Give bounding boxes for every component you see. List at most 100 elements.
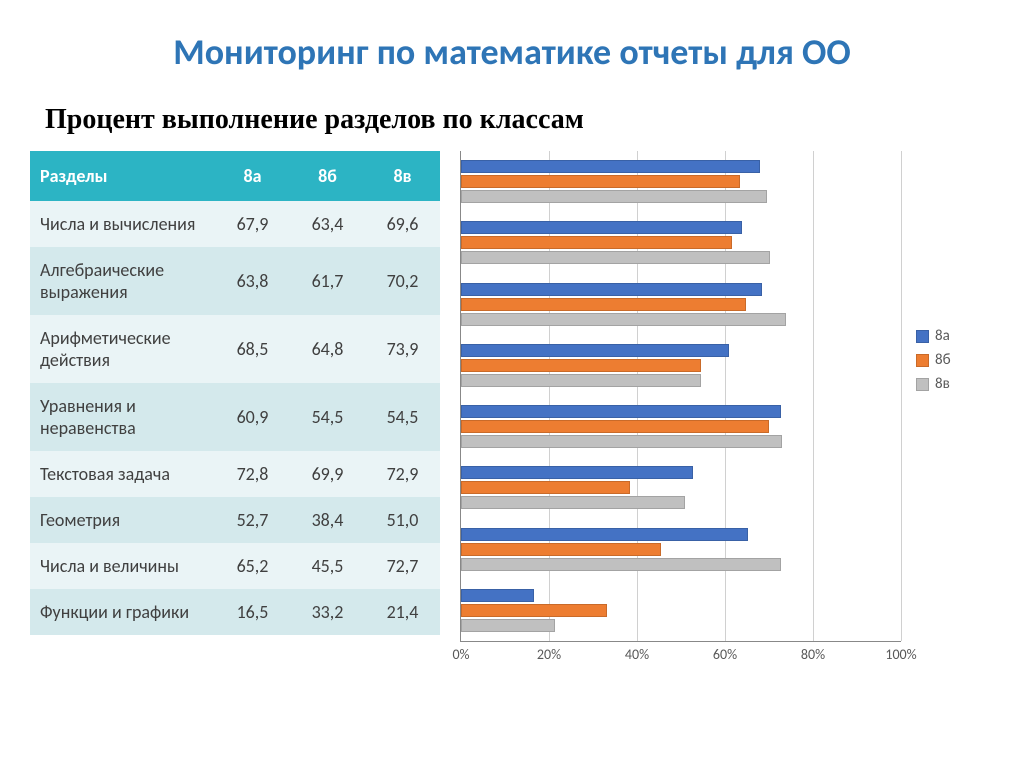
row-value: 21,4 (365, 589, 440, 635)
bar (461, 619, 555, 632)
grid-line (901, 151, 902, 641)
legend-item: 8в (916, 375, 951, 393)
bar (461, 283, 762, 296)
bar (461, 374, 701, 387)
row-value: 60,9 (215, 383, 290, 451)
row-label: Арифметические действия (30, 315, 215, 383)
legend-swatch-icon (916, 354, 929, 367)
chart-plot: 0%20%40%60%80%100% (460, 151, 901, 642)
bar-group (461, 519, 901, 580)
row-value: 45,5 (290, 543, 365, 589)
bar (461, 175, 740, 188)
chart-legend: 8а 8б 8в (916, 321, 951, 399)
col-header-8a: 8а (215, 151, 290, 201)
bar (461, 558, 781, 571)
bar (461, 190, 767, 203)
bar (461, 251, 770, 264)
x-tick-label: 60% (713, 646, 737, 663)
row-value: 68,5 (215, 315, 290, 383)
row-value: 63,4 (290, 201, 365, 247)
legend-item: 8а (916, 327, 951, 345)
row-value: 52,7 (215, 497, 290, 543)
row-value: 65,2 (215, 543, 290, 589)
row-label: Текстовая задача (30, 451, 215, 497)
row-value: 54,5 (290, 383, 365, 451)
bar (461, 589, 534, 602)
table-row: Числа и величины65,245,572,7 (30, 543, 440, 589)
table-row: Числа и вычисления67,963,469,6 (30, 201, 440, 247)
bar (461, 313, 786, 326)
table-row: Алгебраические выражения63,861,770,2 (30, 247, 440, 315)
row-value: 69,6 (365, 201, 440, 247)
table-row: Геометрия52,738,451,0 (30, 497, 440, 543)
bar (461, 466, 693, 479)
bar-group (461, 212, 901, 273)
row-value: 67,9 (215, 201, 290, 247)
row-label: Числа и величины (30, 543, 215, 589)
row-value: 38,4 (290, 497, 365, 543)
bar (461, 359, 701, 372)
content-area: Разделы 8а 8б 8в Числа и вычисления67,96… (30, 151, 994, 642)
legend-swatch-icon (916, 330, 929, 343)
bar (461, 405, 781, 418)
bar-group (461, 580, 901, 641)
x-tick-label: 20% (537, 646, 561, 663)
row-value: 72,7 (365, 543, 440, 589)
table-row: Арифметические действия68,564,873,9 (30, 315, 440, 383)
row-value: 72,8 (215, 451, 290, 497)
col-header-8v: 8в (365, 151, 440, 201)
col-header-sections: Разделы (30, 151, 215, 201)
row-label: Уравнения и неравенства (30, 383, 215, 451)
row-value: 72,9 (365, 451, 440, 497)
page-title: Мониторинг по математике отчеты для ОО (30, 30, 994, 74)
legend-label: 8а (935, 327, 950, 345)
table-row: Текстовая задача72,869,972,9 (30, 451, 440, 497)
x-tick-label: 40% (625, 646, 649, 663)
legend-item: 8б (916, 351, 951, 369)
data-table: Разделы 8а 8б 8в Числа и вычисления67,96… (30, 151, 440, 635)
table-header-row: Разделы 8а 8б 8в (30, 151, 440, 201)
bar (461, 481, 630, 494)
legend-swatch-icon (916, 378, 929, 391)
row-value: 33,2 (290, 589, 365, 635)
legend-label: 8в (935, 375, 950, 393)
row-value: 64,8 (290, 315, 365, 383)
table-row: Функции и графики16,533,221,4 (30, 589, 440, 635)
bar (461, 160, 760, 173)
row-value: 61,7 (290, 247, 365, 315)
row-value: 69,9 (290, 451, 365, 497)
row-label: Геометрия (30, 497, 215, 543)
chart-subtitle: Процент выполнение разделов по классам (45, 104, 994, 136)
bar (461, 543, 661, 556)
bar (461, 344, 729, 357)
bar (461, 420, 769, 433)
bar (461, 435, 782, 448)
bar (461, 496, 685, 509)
row-label: Алгебраические выражения (30, 247, 215, 315)
table-row: Уравнения и неравенства60,954,554,5 (30, 383, 440, 451)
chart-area: 0%20%40%60%80%100% 8а 8б 8в (460, 151, 951, 642)
bar (461, 528, 748, 541)
x-tick-label: 0% (452, 646, 469, 663)
row-label: Числа и вычисления (30, 201, 215, 247)
bar (461, 221, 742, 234)
row-value: 16,5 (215, 589, 290, 635)
bar-group (461, 274, 901, 335)
bar-group (461, 335, 901, 396)
x-tick-label: 100% (885, 646, 916, 663)
bar-group (461, 151, 901, 212)
bar (461, 604, 607, 617)
row-value: 70,2 (365, 247, 440, 315)
bar (461, 236, 732, 249)
row-value: 51,0 (365, 497, 440, 543)
row-value: 63,8 (215, 247, 290, 315)
row-value: 54,5 (365, 383, 440, 451)
bar-group (461, 396, 901, 457)
legend-label: 8б (935, 351, 951, 369)
bar-group (461, 457, 901, 518)
row-label: Функции и графики (30, 589, 215, 635)
col-header-8b: 8б (290, 151, 365, 201)
bar (461, 298, 746, 311)
x-tick-label: 80% (801, 646, 825, 663)
row-value: 73,9 (365, 315, 440, 383)
